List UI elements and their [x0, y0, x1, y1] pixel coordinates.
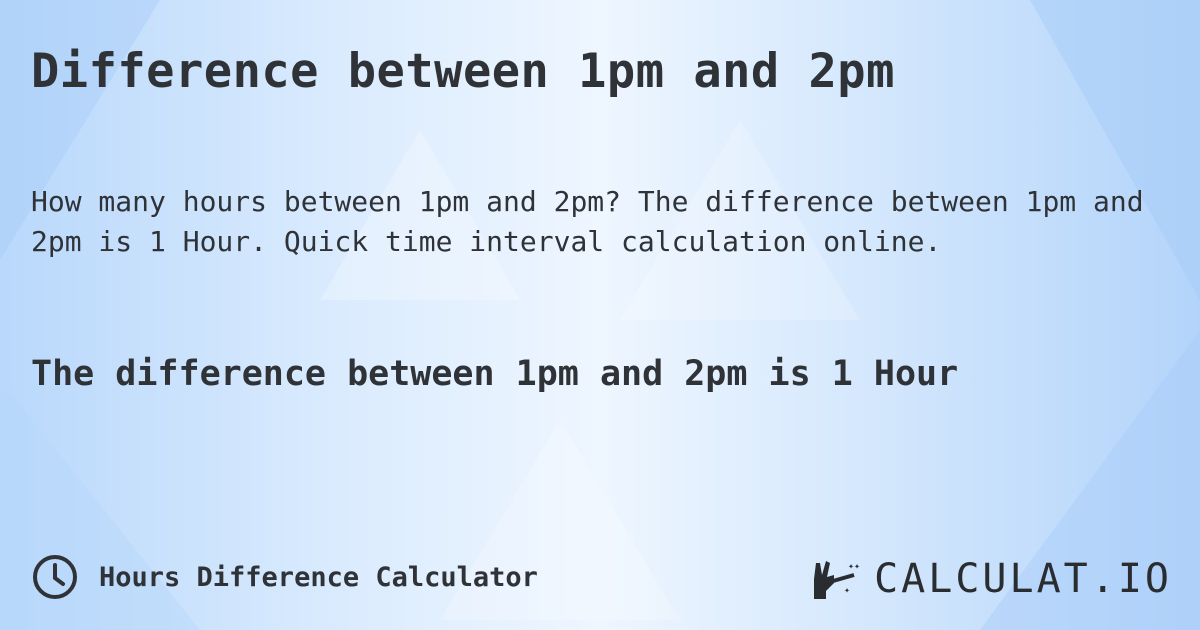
svg-text:✦✦: ✦✦ [848, 561, 860, 572]
logo-text: CALCULAT.IO [874, 556, 1172, 602]
clock-icon [33, 555, 77, 599]
calculatio-logo: ✦✦ ✦ CALCULAT.IO [812, 556, 1172, 602]
magic-wand-hand-icon: ✦✦ ✦ [814, 561, 860, 599]
svg-text:✦: ✦ [844, 585, 850, 596]
footer: Hours Difference Calculator [31, 553, 538, 601]
page-title: Difference between 1pm and 2pm [31, 44, 895, 99]
result-text: The difference between 1pm and 2pm is 1 … [31, 354, 959, 394]
description: How many hours between 1pm and 2pm? The … [31, 185, 1144, 258]
calculator-name: Hours Difference Calculator [99, 561, 538, 593]
